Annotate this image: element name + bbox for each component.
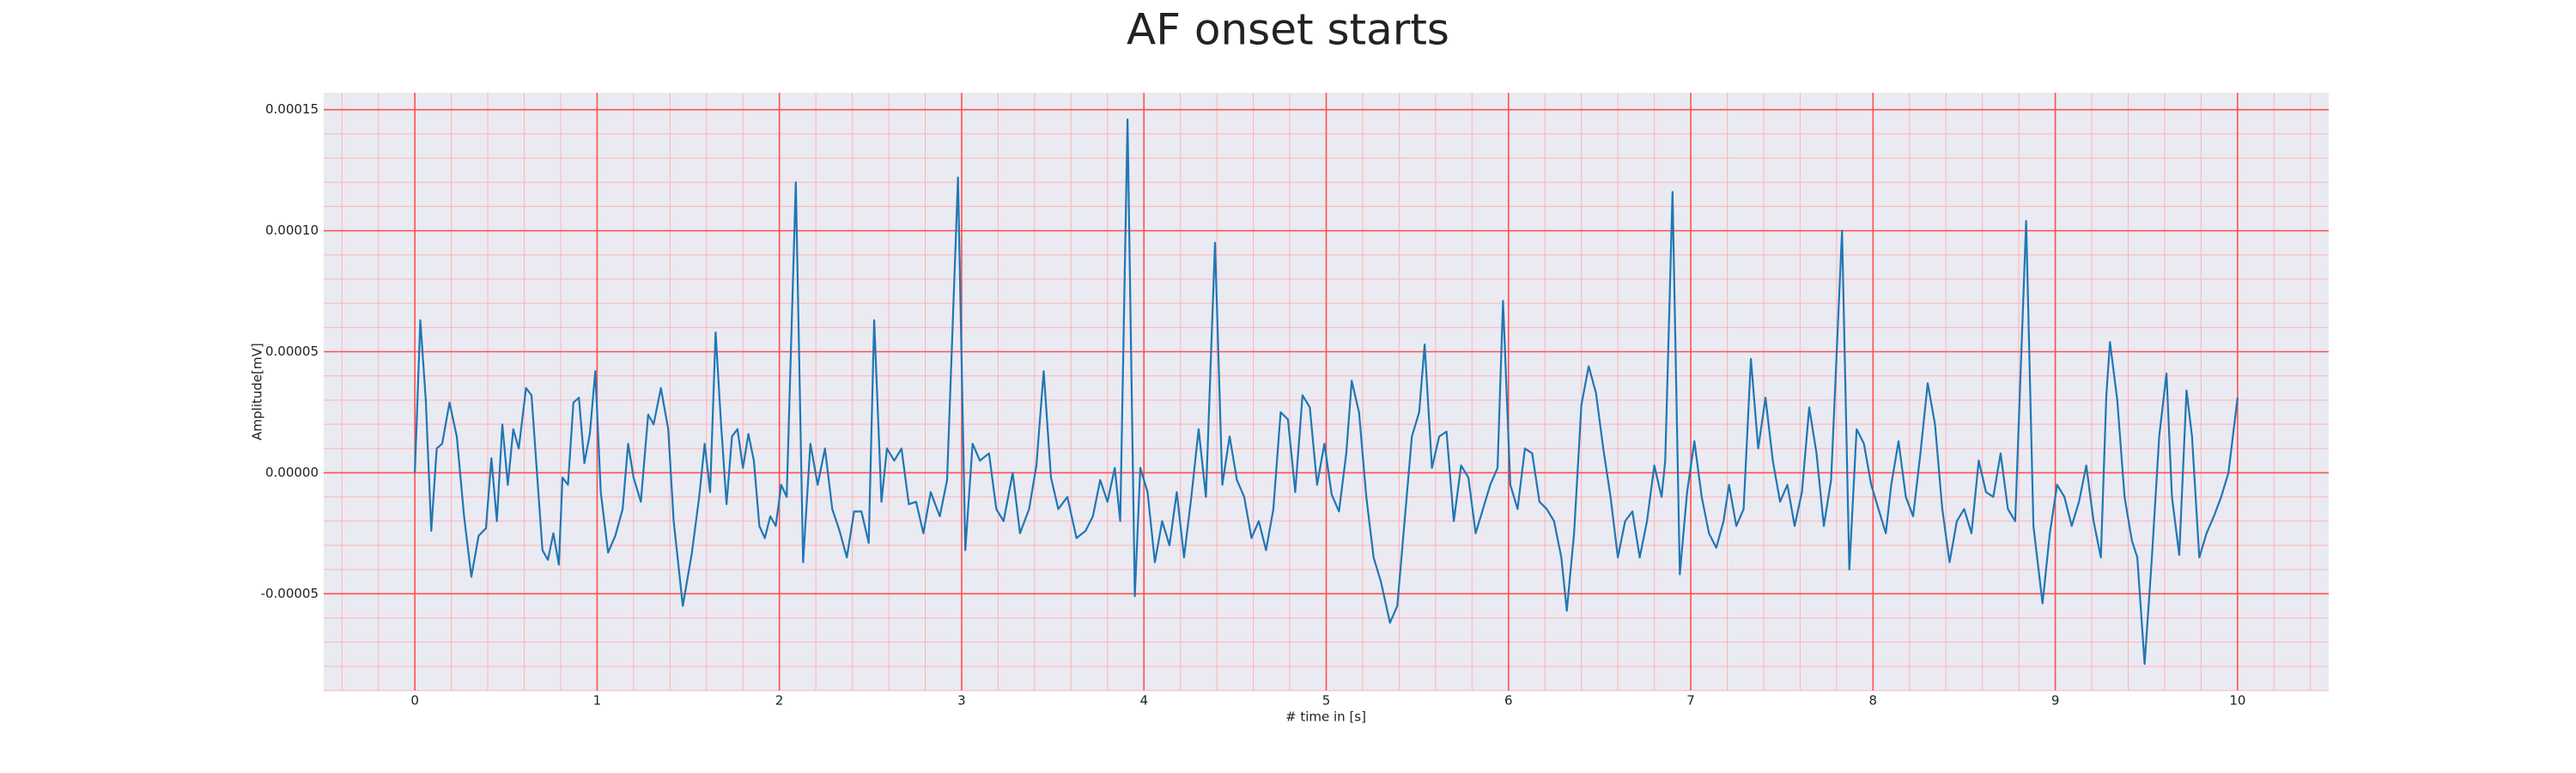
x-tick-label: 8 <box>1869 693 1878 709</box>
x-tick-label: 1 <box>593 693 602 709</box>
x-axis-label: # time in [s] <box>1285 709 1366 725</box>
x-tick-label: 2 <box>775 693 784 709</box>
x-tick-label: 3 <box>957 693 966 709</box>
line-series <box>414 118 2239 666</box>
x-tick-label: 10 <box>2229 693 2245 709</box>
x-tick-label: 6 <box>1504 693 1513 709</box>
y-tick-label: -0.00005 <box>261 586 319 601</box>
chart-title: AF onset starts <box>1127 5 1449 55</box>
y-tick-label: 0.00015 <box>265 101 319 117</box>
y-axis-label: Amplitude[mV] <box>250 343 265 440</box>
x-tick-label: 7 <box>1686 693 1695 709</box>
x-tick-label: 5 <box>1322 693 1331 709</box>
x-tick-label: 9 <box>2051 693 2060 709</box>
x-tick-label: 4 <box>1139 693 1148 709</box>
y-tick-label: 0.00010 <box>265 222 319 238</box>
y-tick-label: 0.00000 <box>265 465 319 480</box>
y-tick-label: 0.00005 <box>265 344 319 359</box>
x-tick-label: 0 <box>410 693 419 709</box>
